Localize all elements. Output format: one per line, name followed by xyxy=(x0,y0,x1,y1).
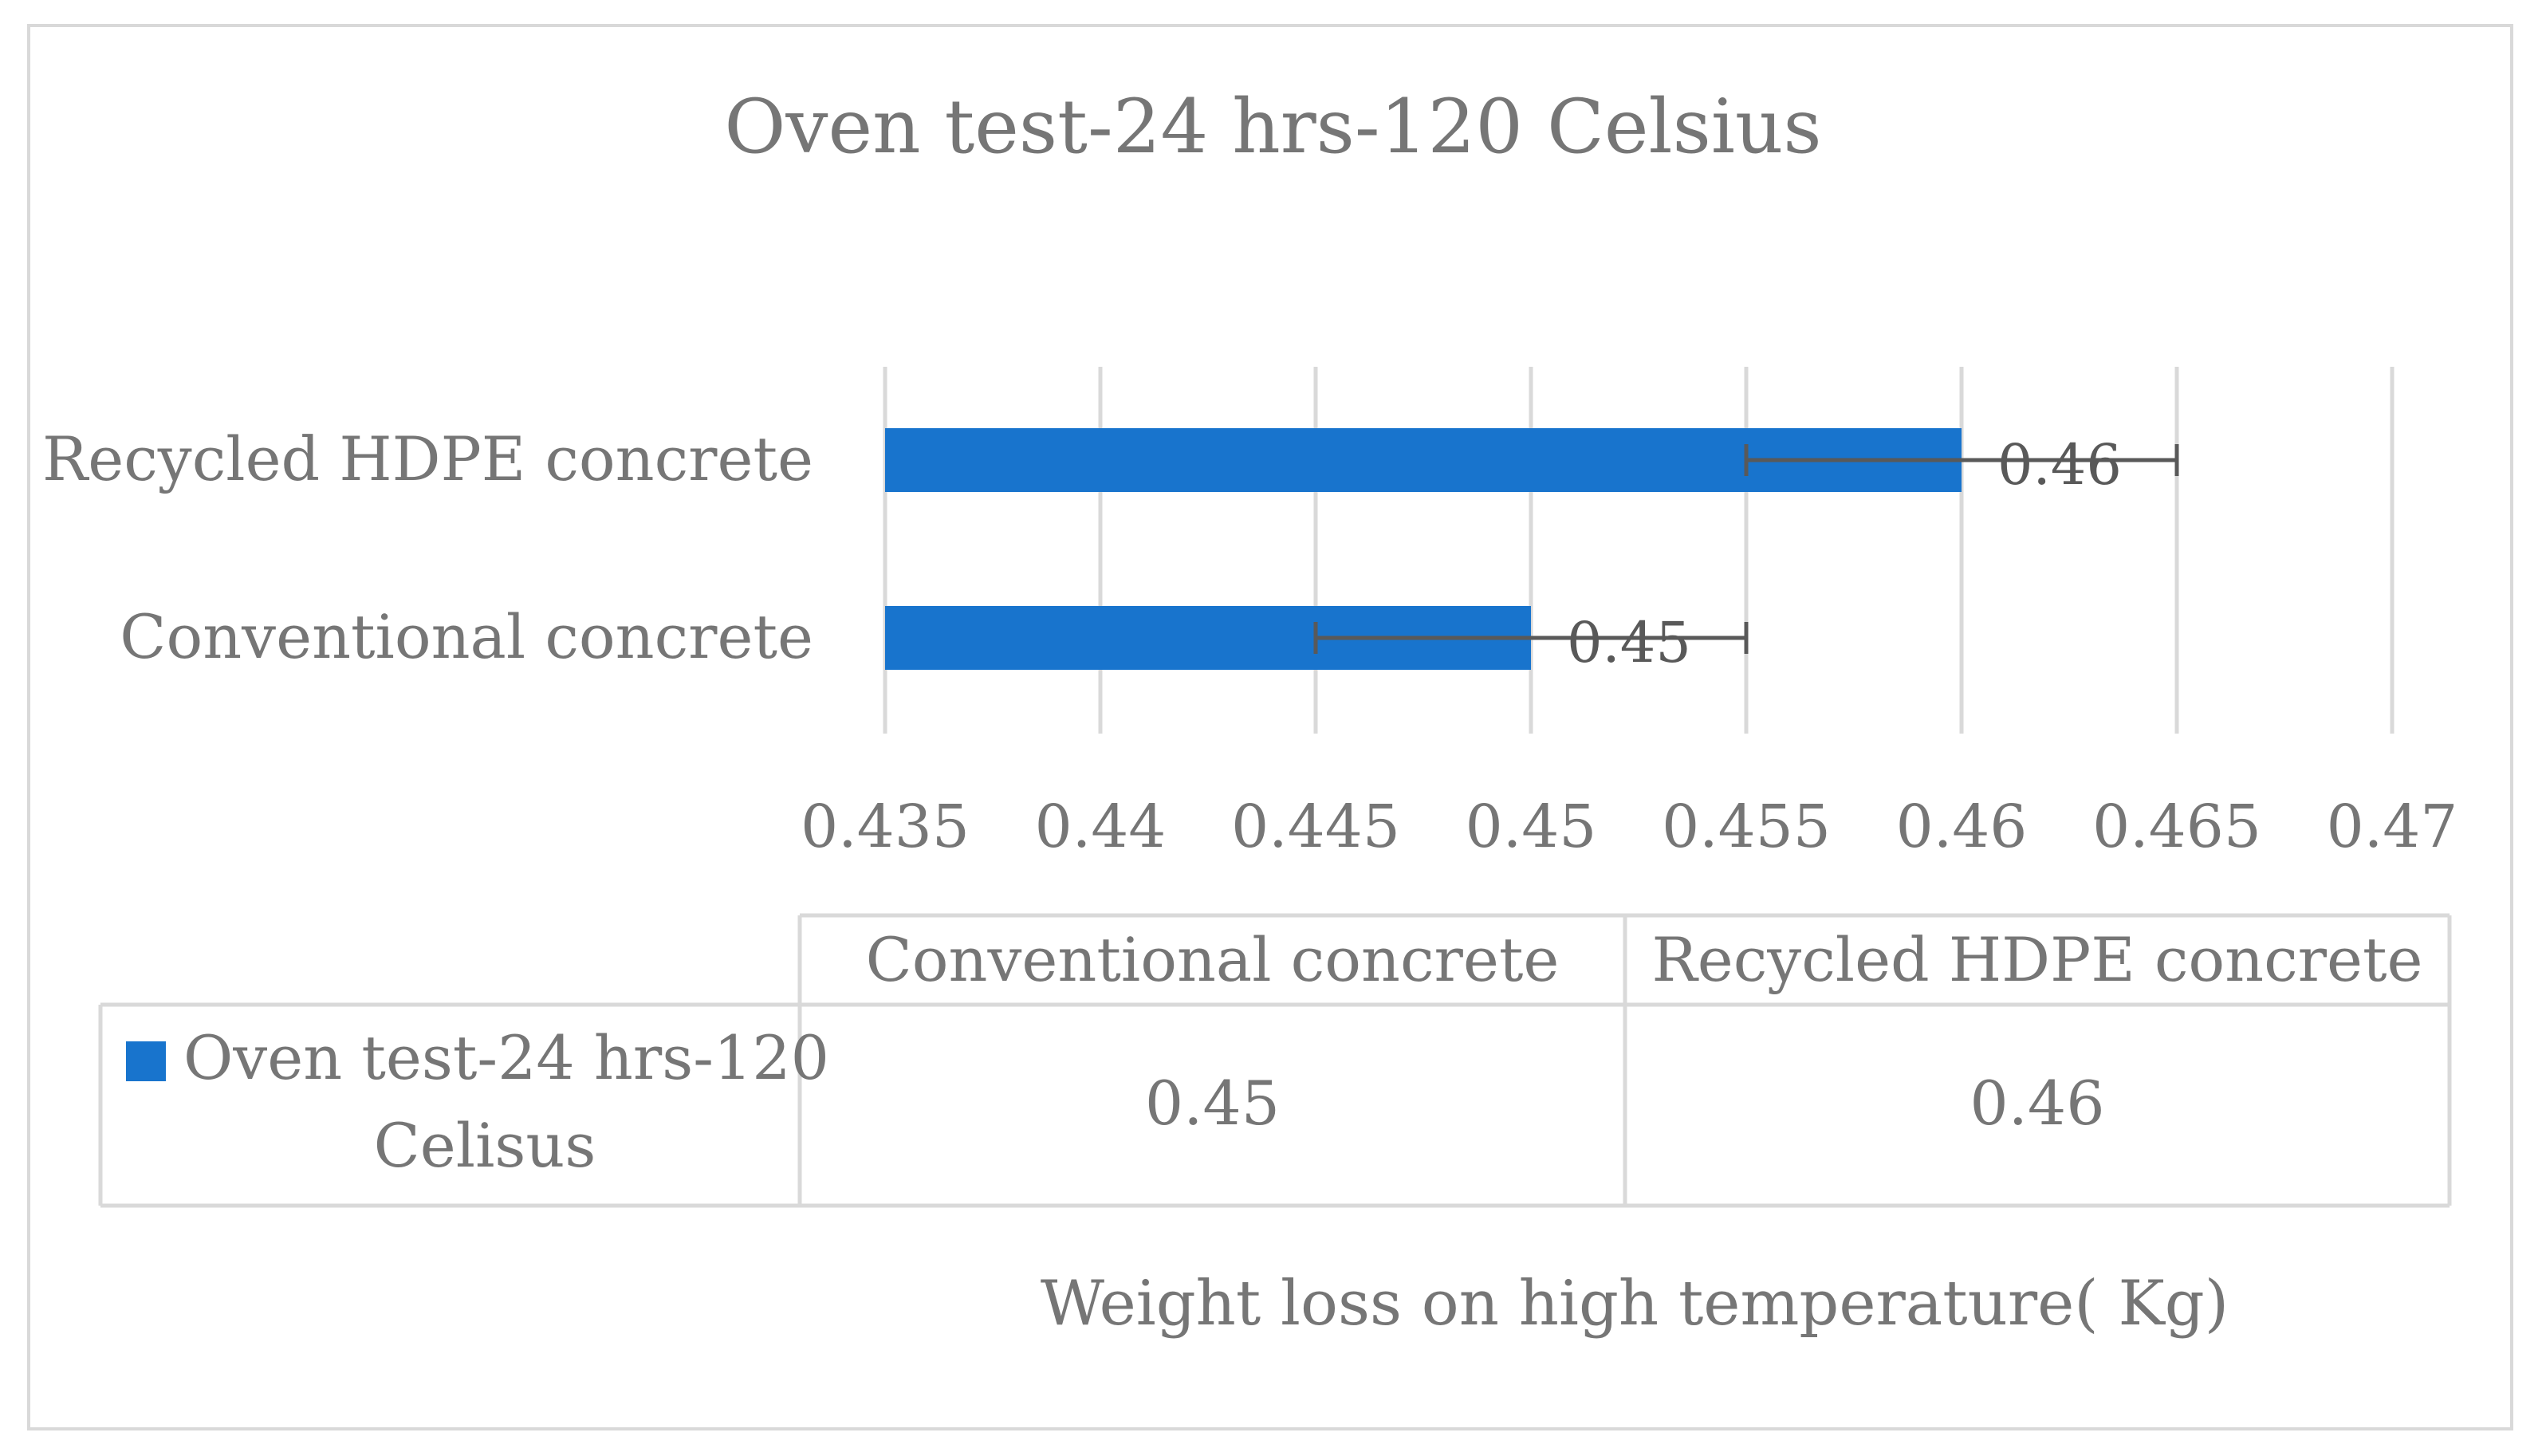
x-tick-label: 0.445 xyxy=(1231,793,1400,861)
legend-swatch xyxy=(126,1041,166,1081)
table-header: Recycled HDPE concrete xyxy=(1652,924,2423,995)
category-label: Conventional concrete xyxy=(120,601,813,672)
data-table: Conventional concrete Recycled HDPE concr… xyxy=(98,913,2452,1208)
x-tick-label: 0.455 xyxy=(1662,793,1831,861)
x-tick-label: 0.45 xyxy=(1466,793,1597,861)
chart-title: Oven test-24 hrs-120 Celsius xyxy=(724,84,1822,171)
table-cell: 0.45 xyxy=(1145,1068,1280,1139)
category-labels: Conventional concrete Recycled HDPE concr… xyxy=(42,423,813,672)
data-label: 0.46 xyxy=(1997,432,2122,498)
x-axis-label: Weight loss on high temperature( Kg) xyxy=(1040,1268,2229,1340)
table-header: Conventional concrete xyxy=(866,924,1560,995)
x-tick-labels: 0.435 0.44 0.445 0.45 0.455 0.46 0.465 0.47 xyxy=(801,793,2457,861)
data-label: 0.45 xyxy=(1567,610,1691,675)
x-tick-label: 0.46 xyxy=(1896,793,2028,861)
gridlines xyxy=(883,367,2394,734)
bars xyxy=(885,428,1962,670)
chart-frame xyxy=(27,24,2513,1430)
x-tick-label: 0.465 xyxy=(2092,793,2261,861)
category-label: Recycled HDPE concrete xyxy=(42,423,813,494)
data-labels: 0.45 0.46 xyxy=(1567,432,2122,675)
legend-label: Oven test-24 hrs-120 Celisus xyxy=(183,1022,829,1181)
x-tick-label: 0.47 xyxy=(2327,793,2458,861)
error-bars xyxy=(1313,444,2179,654)
x-tick-label: 0.435 xyxy=(801,793,970,861)
table-cell: 0.46 xyxy=(1970,1068,2104,1139)
x-tick-label: 0.44 xyxy=(1035,793,1167,861)
